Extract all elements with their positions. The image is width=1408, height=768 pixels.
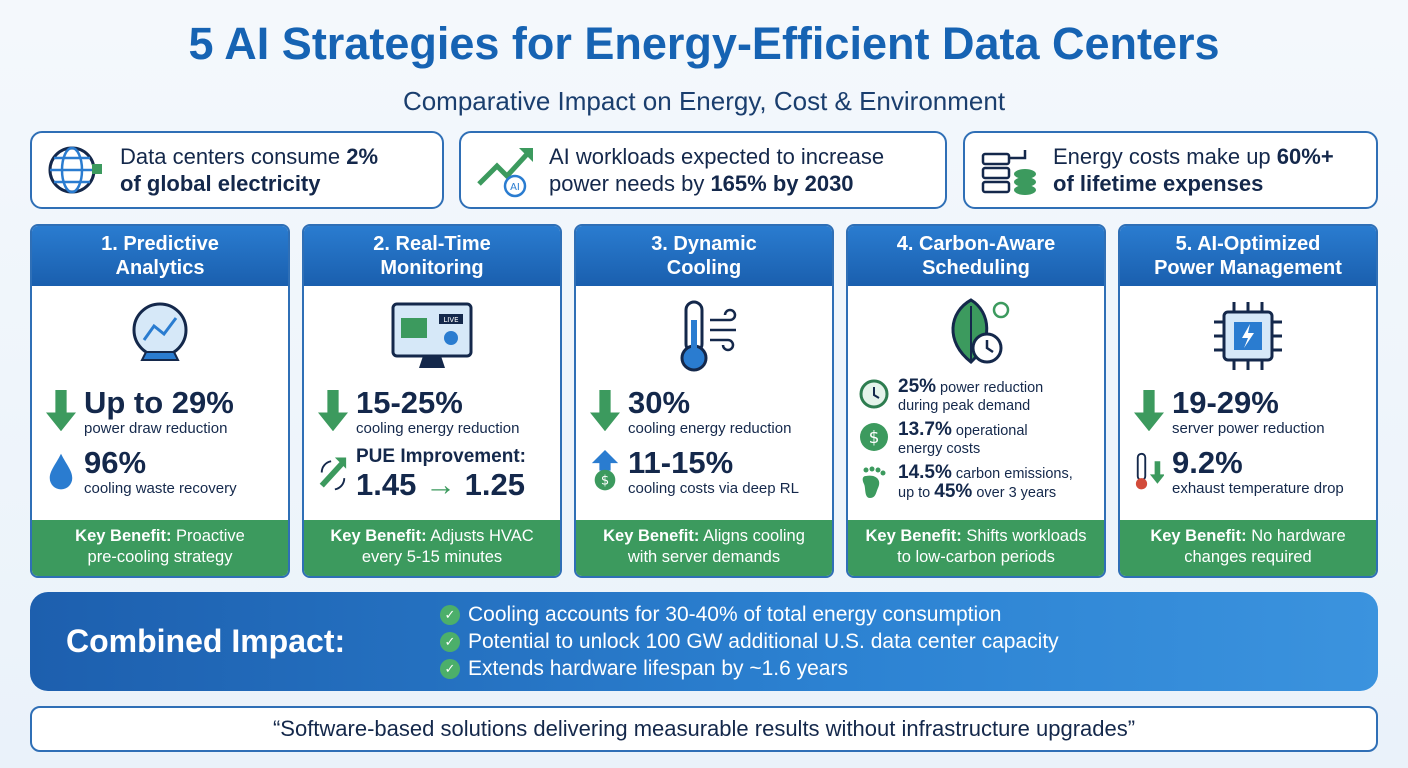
check-icon: ✓ (440, 659, 460, 679)
dollar-arrow-up-icon: $ (591, 450, 619, 491)
combined-impact-banner: Combined Impact: ✓ Cooling accounts for 3… (30, 592, 1378, 691)
check-icon: ✓ (440, 632, 460, 652)
fact-box-consumption: Data centers consume 2% of global electri… (30, 131, 444, 209)
strategy-card-ai-power-management: 5. AI-Optimized Power Management 19-29% se… (1118, 224, 1378, 578)
strategy-card-carbon-aware-scheduling: 4. Carbon-Aware Scheduling 25% power redu… (846, 224, 1106, 578)
stat-label: server power reduction (1172, 420, 1325, 437)
strategy-card-real-time-monitoring: 2. Real-Time Monitoring LIVE 15-25% coolin… (302, 224, 562, 578)
card-header: 3. Dynamic Cooling (576, 226, 832, 286)
fact-text-line2: of lifetime expenses (1053, 171, 1264, 196)
key-benefit: Key Benefit: No hardware changes required (1120, 520, 1376, 576)
stat-value: 9.2% (1172, 445, 1243, 480)
stat-label: cooling costs via deep RL (628, 480, 799, 497)
svg-text:LIVE: LIVE (443, 316, 458, 324)
crystal-ball-chart-icon (132, 302, 188, 361)
closing-quote: “Software-based solutions delivering mea… (30, 706, 1378, 752)
arrow-down-icon (1134, 390, 1164, 432)
pue-before: 1.45 (356, 467, 417, 502)
impact-item: ✓ Extends hardware lifespan by ~1.6 years (440, 655, 1059, 682)
ai-trend-arrow-icon: AI (477, 148, 533, 198)
svg-text:$: $ (869, 428, 880, 448)
fact-value: 2% (346, 144, 379, 169)
key-benefit: Key Benefit: Shifts workloads to low-carb… (848, 520, 1104, 576)
strategy-card-predictive-analytics: 1. Predictive Analytics Up to 29% power dr… (30, 224, 290, 578)
pue-label: PUE Improvement: (356, 446, 526, 467)
impact-item: ✓ Potential to unlock 100 GW additional U… (440, 628, 1059, 655)
water-drop-icon (49, 453, 73, 490)
stat-label: cooling energy reduction (356, 420, 520, 437)
arrow-down-icon (46, 390, 76, 432)
pue-arrow-icon: → (424, 467, 456, 502)
stat-value: 96% (84, 445, 147, 480)
arrow-down-icon (318, 390, 348, 432)
stat-value: 11-15% (628, 445, 734, 480)
chip-lightning-icon (1214, 302, 1282, 370)
fact-text: AI workloads expected to increase (549, 144, 885, 169)
key-benefit: Key Benefit: Proactive pre-cooling strate… (32, 520, 288, 576)
fact-box-energy-costs: Energy costs make up 60%+ of lifetime exp… (963, 131, 1378, 209)
combined-impact-label: Combined Impact: (66, 623, 346, 659)
stat-label: cooling waste recovery (84, 480, 237, 497)
refresh-arrow-up-icon (319, 457, 347, 491)
strategy-card-dynamic-cooling: 3. Dynamic Cooling 30% cooling energy redu… (574, 224, 834, 578)
footprint-icon (862, 466, 886, 498)
card-header: 2. Real-Time Monitoring (304, 226, 560, 286)
server-coins-icon (981, 150, 1036, 195)
globe-plug-icon (48, 146, 102, 194)
clock-icon (859, 379, 889, 409)
stat-label: power draw reduction (84, 420, 228, 437)
svg-text:$: $ (601, 474, 609, 489)
leaf-clock-sun-icon (951, 298, 1010, 364)
pue-after: 1.25 (464, 467, 525, 502)
key-benefit: Key Benefit: Aligns cooling with server d… (576, 520, 832, 576)
check-icon: ✓ (440, 605, 460, 625)
fact-text-line2: power needs by (549, 171, 711, 196)
stat-value: 30% (628, 385, 691, 420)
stat-value: Up to 29% (84, 385, 234, 420)
stat-label: exhaust temperature drop (1172, 480, 1344, 497)
key-benefit: Key Benefit: Adjusts HVAC every 5-15 minu… (304, 520, 560, 576)
stat-value: 15-25% (356, 385, 463, 420)
arrow-down-icon (590, 390, 620, 432)
fact-text: Energy costs make up (1053, 144, 1277, 169)
card-header: 1. Predictive Analytics (32, 226, 288, 286)
fact-text-line2: of global electricity (120, 171, 321, 196)
impact-item: ✓ Cooling accounts for 30-40% of total en… (440, 601, 1059, 628)
fact-value: 165% by 2030 (710, 171, 854, 196)
thermometer-wind-icon (680, 300, 737, 372)
page-title: 5 AI Strategies for Energy-Efficient Dat… (188, 18, 1220, 69)
fact-text: Data centers consume (120, 144, 347, 169)
card-header: 4. Carbon-Aware Scheduling (848, 226, 1104, 286)
thermometer-down-icon (1135, 452, 1164, 490)
card-header: 5. AI-Optimized Power Management (1120, 226, 1376, 286)
page-subtitle: Comparative Impact on Energy, Cost & Env… (402, 86, 1006, 116)
stat-label: cooling energy reduction (628, 420, 792, 437)
svg-text:AI: AI (510, 182, 520, 193)
dollar-icon: $ (860, 423, 888, 451)
fact-box-ai-workloads: AI AI workloads expected to increase powe… (459, 131, 947, 209)
stat-value: 19-29% (1172, 385, 1279, 420)
fact-value: 60%+ (1276, 144, 1334, 169)
live-monitor-icon: LIVE (391, 302, 473, 368)
